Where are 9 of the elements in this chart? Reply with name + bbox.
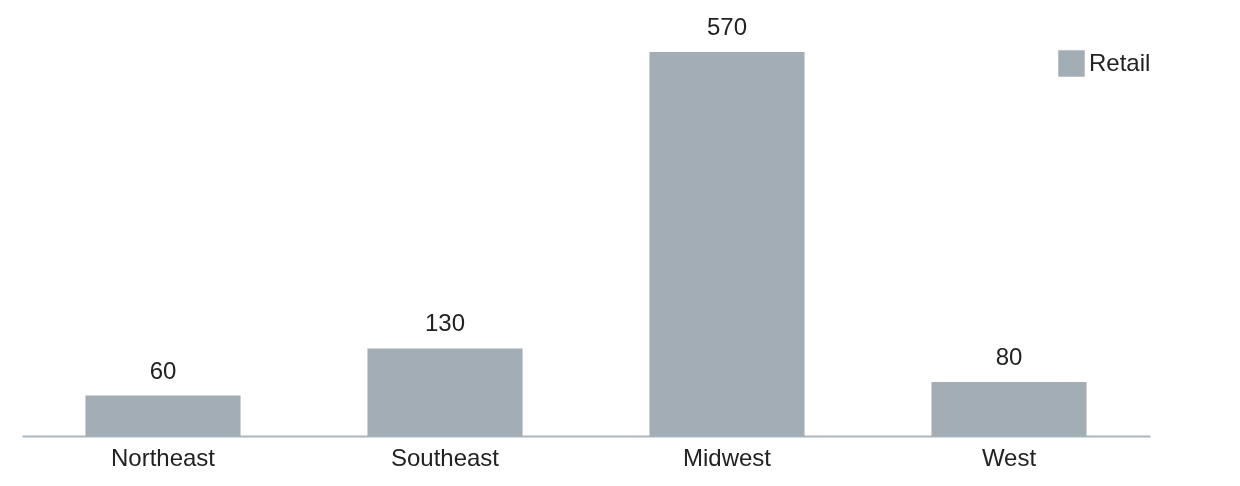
x-tick-label: West	[981, 443, 1037, 471]
x-tick-label: Midwest	[682, 443, 772, 471]
data-label: 80	[995, 343, 1023, 371]
data-label: 60	[149, 356, 177, 384]
x-tick-label: Northeast	[110, 443, 216, 471]
x-tick-label: Southeast	[390, 443, 500, 471]
data-label: 570	[706, 13, 748, 40]
legend-label: Retail	[1089, 48, 1151, 76]
data-label: 130	[424, 309, 466, 337]
